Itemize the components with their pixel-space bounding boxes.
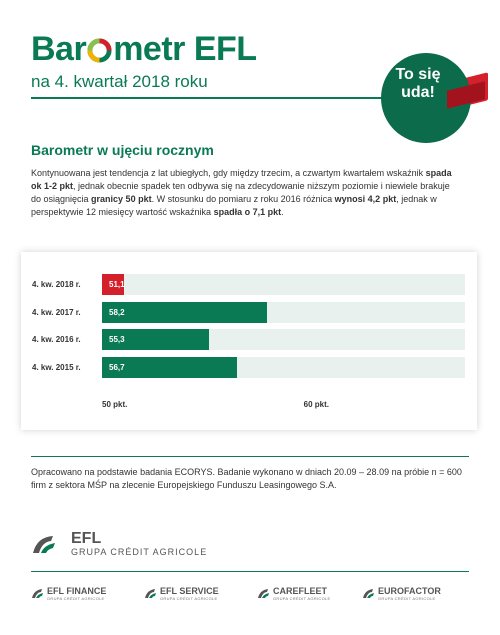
bar: 51,1: [102, 274, 125, 295]
bar-track: 51,1: [102, 274, 465, 295]
bar-value-label: 51,1: [109, 280, 125, 289]
bar-track: 56,7: [102, 356, 465, 378]
section-title: Barometr w ujęciu rocznym: [31, 142, 214, 158]
brand-group: GRUPA CRÉDIT AGRICOLE: [273, 596, 331, 601]
title-left: Bar: [31, 30, 87, 68]
barometer-o-icon: [87, 38, 112, 63]
bar: 55,3: [102, 329, 209, 350]
credit-agricole-logo-icon: [33, 536, 55, 553]
bar-track: 58,2: [102, 301, 465, 323]
brand-group: GRUPA CRÉDIT AGRICOLE: [378, 596, 436, 601]
brand-name: EUROFACTOR: [378, 586, 441, 596]
note-divider: [31, 456, 469, 457]
brand-mark-icon: [145, 589, 156, 598]
brand-name: CAREFLEET: [273, 586, 327, 596]
brand-mark-icon: [363, 589, 374, 598]
brand-mark-icon: [32, 589, 43, 598]
brand-group: GRUPA CRÉDIT AGRICOLE: [47, 596, 105, 601]
bar-category-label: 4. kw. 2017 r.: [32, 307, 81, 317]
bar-value-label: 56,7: [109, 362, 125, 372]
footer-divider: [31, 571, 469, 572]
logo-group: GRUPA CRÉDIT AGRICOLE: [71, 547, 208, 557]
bar-track: 55,3: [102, 329, 465, 350]
brand-strip: EFL FINANCE GRUPA CRÉDIT AGRICOLE EFL SERV…: [31, 586, 469, 606]
brand-group: GRUPA CRÉDIT AGRICOLE: [160, 596, 218, 601]
brand-mark-icon: [258, 589, 269, 598]
brand-name: EFL SERVICE: [160, 586, 219, 596]
badge-text: To się uda!: [395, 66, 441, 101]
bar-category-label: 4. kw. 2016 r.: [32, 335, 81, 344]
brand-name: EFL FINANCE: [47, 586, 107, 596]
title-right: metr EFL: [113, 30, 257, 68]
chart-card: 4. kw. 2018 r. 51,1 4. kw. 2017 r. 58,2 4. k…: [21, 252, 477, 430]
bar-value-label: 58,2: [109, 307, 125, 317]
bar-value-label: 55,3: [109, 335, 125, 344]
source-note: Opracowano na podstawie badania ECORYS. …: [31, 467, 462, 490]
x-tick-label: 50 pkt.: [102, 400, 128, 409]
logo-name: EFL: [71, 530, 102, 547]
bar: 58,2: [102, 301, 268, 323]
x-tick-label: 60 pkt.: [303, 400, 329, 409]
page-title: Bar metr EFL: [31, 28, 257, 70]
page-subtitle: na 4. kwartał 2018 roku: [31, 72, 208, 91]
section-paragraph: Kontynuowana jest tendencja z lat ubiegł…: [31, 168, 452, 217]
bar-category-label: 4. kw. 2015 r.: [32, 362, 81, 372]
header-divider: [31, 97, 382, 99]
bar: 56,7: [102, 356, 238, 378]
bar-category-label: 4. kw. 2018 r.: [32, 280, 81, 289]
